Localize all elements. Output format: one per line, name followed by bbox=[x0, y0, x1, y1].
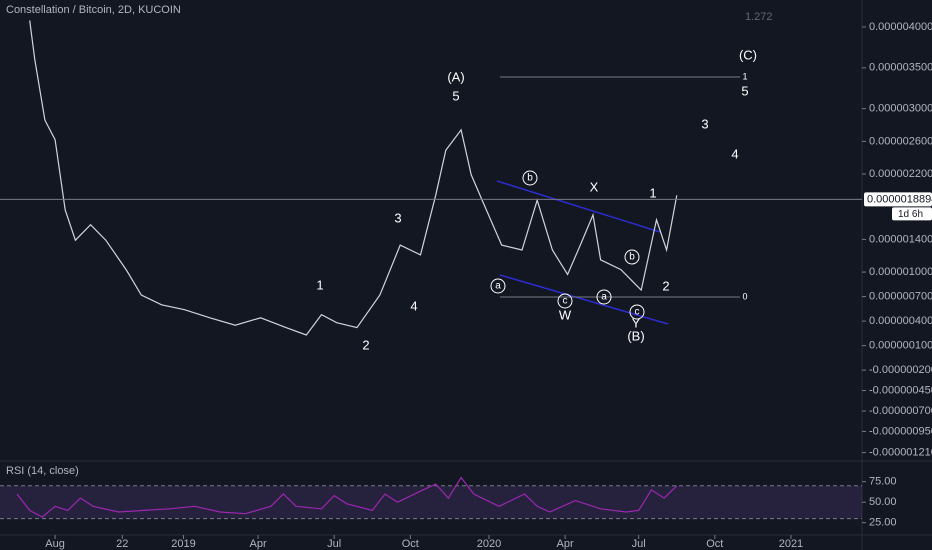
wave-label: Y bbox=[632, 315, 641, 330]
y-tick-label: -0.0000004500 bbox=[869, 384, 932, 396]
wave-label: 4 bbox=[731, 146, 738, 161]
x-tick-label: 2021 bbox=[779, 538, 803, 550]
x-tick-label: Oct bbox=[706, 538, 723, 550]
y-tick-label: -0.0000012100 bbox=[869, 447, 932, 459]
wave-circle bbox=[629, 304, 645, 320]
x-tick-label: Apr bbox=[557, 538, 574, 550]
x-tick-label: Jul bbox=[327, 538, 341, 550]
wave-label: c bbox=[635, 307, 640, 318]
wave-label: 0 bbox=[742, 291, 747, 301]
fib-note: 1.272 bbox=[745, 11, 773, 23]
wave-label: c bbox=[563, 296, 568, 307]
wave-label: 5 bbox=[741, 83, 748, 98]
rsi-band bbox=[0, 485, 862, 519]
wave-circle bbox=[557, 293, 573, 309]
wave-circle bbox=[624, 249, 640, 265]
last-price-label: 0.0000018894 bbox=[867, 193, 932, 205]
wave-label: 4 bbox=[410, 298, 417, 313]
wave-circle bbox=[596, 289, 612, 305]
indicator-title: RSI (14, close) bbox=[6, 465, 79, 477]
x-tick-label: Jul bbox=[632, 538, 646, 550]
wave-label: W bbox=[559, 307, 572, 322]
channel-line bbox=[496, 180, 661, 233]
y-tick-label: 75.00 bbox=[869, 476, 897, 488]
wave-label: 1 bbox=[316, 277, 323, 292]
wave-label: a bbox=[601, 292, 607, 303]
y-tick-label: 0.0000001000 bbox=[869, 340, 932, 352]
y-tick-label: 25.00 bbox=[869, 517, 897, 529]
x-tick-label: 2019 bbox=[171, 538, 195, 550]
x-tick-label: 22 bbox=[116, 538, 128, 550]
y-tick-label: 50.00 bbox=[869, 496, 897, 508]
x-tick-label: Aug bbox=[45, 538, 65, 550]
wave-label: 1 bbox=[649, 185, 656, 200]
wave-label: X bbox=[590, 179, 599, 194]
wave-label: (A) bbox=[447, 69, 464, 84]
rsi-line bbox=[16, 476, 678, 518]
y-tick-label: -0.0000009500 bbox=[869, 425, 932, 437]
wave-label: b bbox=[629, 252, 635, 263]
x-tick-label: Oct bbox=[402, 538, 419, 550]
y-tick-label: -0.0000002000 bbox=[869, 364, 932, 376]
wave-label: b bbox=[527, 173, 533, 184]
wave-label: 3 bbox=[701, 116, 708, 131]
wave-circle bbox=[522, 170, 538, 186]
last-price-box bbox=[864, 192, 932, 207]
wave-label: 5 bbox=[452, 88, 459, 103]
wave-label: 2 bbox=[362, 337, 369, 352]
symbol-title: Constellation / Bitcoin, 2D, KUCOIN bbox=[6, 4, 181, 16]
wave-label: (B) bbox=[627, 328, 644, 343]
channel-line bbox=[499, 274, 669, 325]
countdown-box bbox=[892, 207, 932, 221]
wave-circle bbox=[490, 278, 506, 294]
x-tick-label: 2020 bbox=[477, 538, 501, 550]
wave-label: a bbox=[495, 281, 501, 292]
countdown: 1d 6h bbox=[898, 209, 923, 220]
wave-label: 3 bbox=[394, 210, 401, 225]
price-line bbox=[29, 20, 678, 336]
wave-label: 2 bbox=[662, 278, 669, 293]
wave-label: (C) bbox=[739, 47, 757, 62]
wave-label: 1 bbox=[742, 71, 747, 81]
x-tick-label: Apr bbox=[250, 538, 267, 550]
